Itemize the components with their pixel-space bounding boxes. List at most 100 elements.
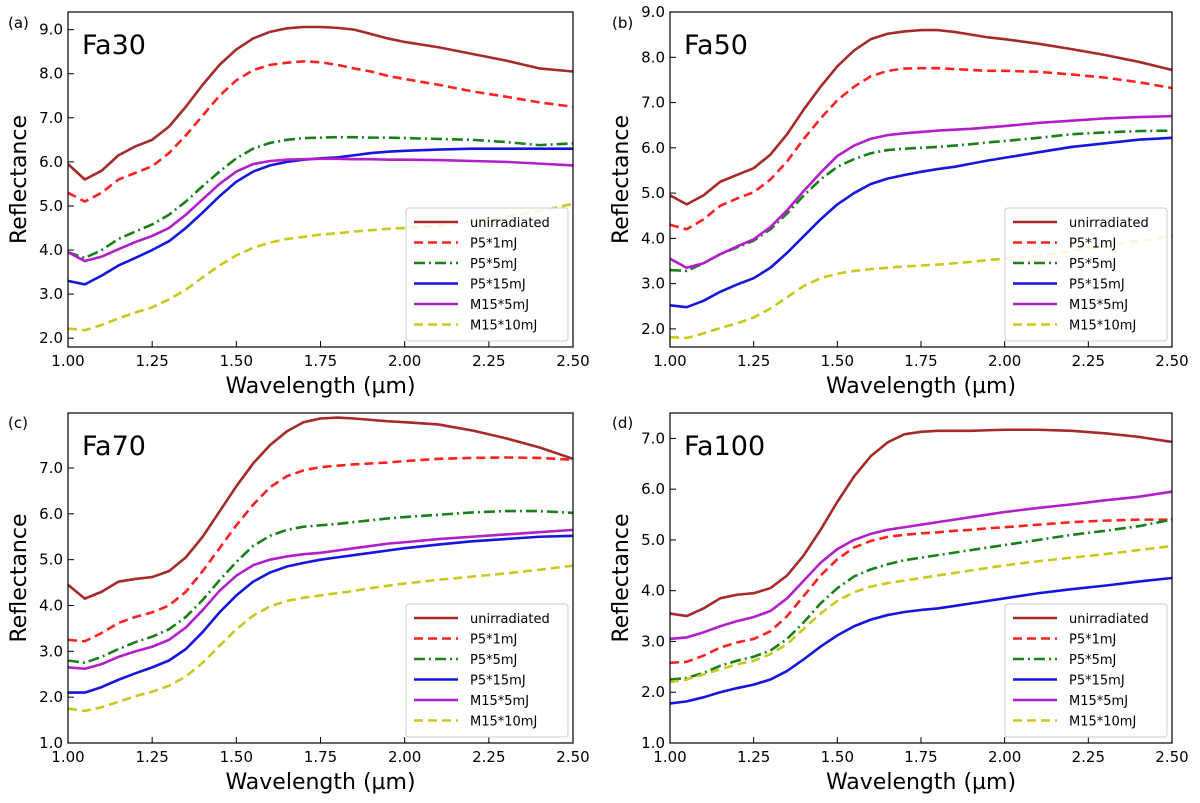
y-axis-label: Reflectance (7, 513, 32, 642)
y-axis-label: Reflectance (609, 513, 634, 642)
legend-entry: unirradiated (470, 216, 550, 231)
y-tick-label: 5.0 (641, 531, 665, 549)
legend-entry: P5*5mJ (470, 653, 517, 668)
x-tick-label: 1.00 (51, 352, 84, 370)
x-tick-label: 2.00 (388, 748, 421, 766)
x-tick-label: 2.00 (988, 352, 1021, 370)
x-tick-label: 2.00 (988, 748, 1021, 766)
legend-entry: M15*10mJ (470, 715, 537, 730)
series-line-p5x1mj (68, 60, 573, 203)
panel-title: Fa30 (82, 30, 146, 61)
legend-entry: P5*5mJ (1069, 653, 1116, 668)
y-tick-label: 3.0 (641, 275, 665, 293)
panel-fa50: 1.00 1.25 1.50 1.75 2.00 2.25 2.50 2.0 3.0 4.0 5.0… (609, 3, 1189, 399)
legend-entry: P5*1mJ (470, 237, 517, 252)
y-tick-label: 6.0 (39, 153, 63, 171)
legend-entry: M15*5mJ (1069, 694, 1128, 709)
x-tick-label: 2.25 (472, 748, 505, 766)
y-tick-label: 3.0 (39, 642, 63, 660)
x-tick-label: 2.50 (556, 352, 589, 370)
y-tick-label: 7.0 (39, 109, 63, 127)
legend-entry: P5*1mJ (1069, 633, 1116, 648)
legend: unirradiated P5*1mJ P5*5mJ P5*15mJ M15*5mJ M1… (1004, 603, 1168, 738)
y-tick-label: 6.0 (641, 139, 665, 157)
y-tick-label: 1.0 (641, 734, 665, 752)
y-tick-label: 4.0 (641, 582, 665, 600)
x-tick-label: 2.50 (556, 748, 589, 766)
y-tick-label: 4.0 (641, 229, 665, 247)
series-line-m15x5mj (670, 490, 1172, 641)
series-line-m15x5mj (670, 114, 1172, 270)
legend-entry: P5*5mJ (1069, 257, 1116, 272)
x-tick-label: 1.25 (135, 748, 168, 766)
y-tick-label: 8.0 (39, 65, 63, 83)
y-tick-label: 4.0 (39, 241, 63, 259)
series-line-m15x5mj (68, 157, 573, 263)
x-axis-label: Wavelength (µm) (225, 374, 415, 399)
series-line-m15x10mj (670, 544, 1172, 684)
series-line-m15x5mj (68, 528, 573, 671)
series-line-p5x5mj (670, 129, 1172, 273)
x-tick-label: 1.00 (51, 748, 84, 766)
panel-fa70: 1.00 1.25 1.50 1.75 2.00 2.25 2.50 1.0 2.0 3.0 4.0… (7, 412, 590, 795)
legend-entry: M15*10mJ (470, 319, 537, 334)
y-tick-label: 2.0 (641, 683, 665, 701)
x-tick-label: 1.75 (904, 748, 937, 766)
legend-entry: M15*5mJ (470, 694, 529, 709)
series-line-p5x15mj (68, 147, 573, 286)
y-tick-label: 6.0 (641, 480, 665, 498)
series-line-p5x5mj (68, 509, 573, 665)
x-tick-label: 1.75 (904, 352, 937, 370)
panel-fa100: 1.00 1.25 1.50 1.75 2.00 2.25 2.50 1.0 2.0 3.0 4.0… (609, 412, 1189, 795)
x-tick-label: 1.25 (737, 748, 770, 766)
series-line-m15x10mj (68, 564, 573, 713)
y-tick-label: 3.0 (39, 285, 63, 303)
panel-title: Fa70 (82, 431, 146, 462)
legend-entry: P5*5mJ (470, 257, 517, 272)
x-tick-label: 1.50 (220, 352, 253, 370)
y-tick-label: 7.0 (641, 429, 665, 447)
series-line-p5x1mj (68, 456, 573, 643)
legend-entry: M15*5mJ (1069, 298, 1128, 313)
series-line-unirradiated (68, 416, 573, 600)
y-axis-label: Reflectance (609, 115, 634, 244)
y-tick-label: 3.0 (641, 632, 665, 650)
x-tick-label: 1.00 (653, 352, 686, 370)
series-line-p5x1mj (670, 518, 1172, 665)
series-line-p5x5mj (670, 518, 1172, 681)
panel-title: Fa50 (684, 30, 748, 61)
x-tick-label: 1.50 (821, 748, 854, 766)
y-tick-label: 2.0 (39, 688, 63, 706)
x-tick-label: 1.00 (653, 748, 686, 766)
legend-entry: P5*15mJ (1069, 674, 1125, 689)
legend-entry: P5*15mJ (470, 278, 526, 293)
x-tick-label: 2.50 (1155, 748, 1188, 766)
legend-entry: P5*15mJ (470, 674, 526, 689)
panel-title: Fa100 (684, 431, 765, 462)
panel-label: (c) (8, 414, 28, 432)
series-line-m15x10mj (68, 202, 573, 332)
x-tick-label: 2.25 (472, 352, 505, 370)
series-line-p5x1mj (670, 66, 1172, 231)
y-tick-label: 5.0 (641, 184, 665, 202)
x-tick-label: 1.50 (220, 748, 253, 766)
series-line-p5x5mj (68, 135, 573, 260)
legend-entry: P5*15mJ (1069, 278, 1125, 293)
series-line-unirradiated (68, 25, 573, 181)
legend: unirradiated P5*1mJ P5*5mJ P5*15mJ M15*5mJ M1… (1004, 207, 1168, 342)
legend-entry: M15*10mJ (1069, 715, 1136, 730)
series-line-p5x15mj (68, 534, 573, 694)
x-tick-label: 2.00 (388, 352, 421, 370)
x-tick-label: 2.25 (1072, 352, 1105, 370)
x-tick-label: 2.50 (1155, 352, 1188, 370)
y-tick-label: 4.0 (39, 597, 63, 615)
x-axis-label: Wavelength (µm) (826, 770, 1016, 795)
y-tick-label: 6.0 (39, 505, 63, 523)
y-tick-label: 5.0 (39, 197, 63, 215)
y-tick-label: 2.0 (641, 320, 665, 338)
series-line-p5x15mj (670, 136, 1172, 309)
x-tick-label: 2.25 (1072, 748, 1105, 766)
y-tick-label: 9.0 (39, 21, 63, 39)
legend-entry: P5*1mJ (470, 633, 517, 648)
